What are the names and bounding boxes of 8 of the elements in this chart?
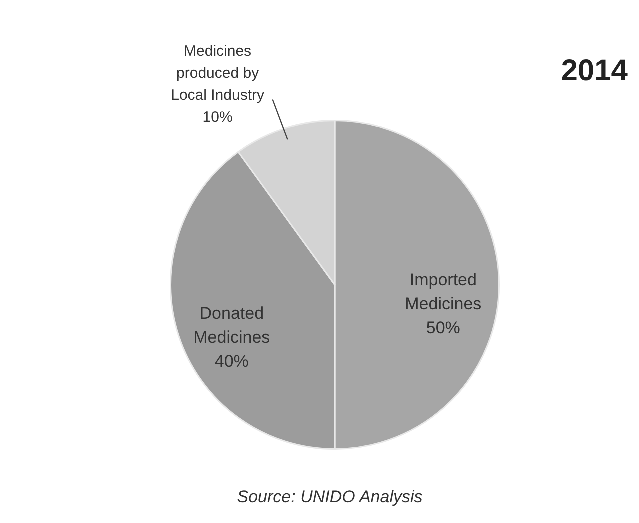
slice-label: Donated Medicines <box>194 304 270 348</box>
slice-label: Imported Medicines <box>405 270 482 314</box>
data-label: 10% <box>202 108 233 126</box>
data-label: 50% <box>426 318 460 338</box>
source-note: Source: UNIDO Analysis <box>237 488 424 507</box>
text: 2014 <box>561 54 628 88</box>
slice-label: Medicines produced by Local Industry <box>171 42 265 104</box>
data-label: 40% <box>214 352 249 372</box>
